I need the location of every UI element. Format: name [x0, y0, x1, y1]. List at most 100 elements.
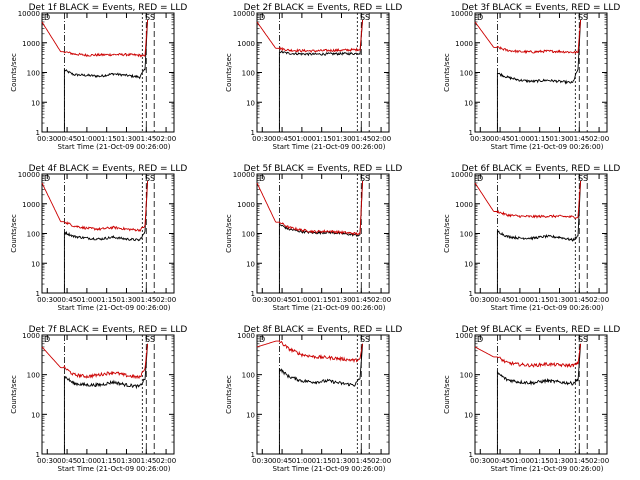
- y-tick-label: 100: [242, 231, 255, 239]
- y-tick-label: 10000: [233, 171, 255, 179]
- y-tick-label: 100: [27, 70, 40, 78]
- x-tick-label: 00:45: [490, 296, 510, 304]
- events-series-line: [63, 19, 149, 132]
- end-mark: SS: [145, 335, 155, 344]
- x-tick-label: 01:30: [116, 296, 136, 304]
- y-tick-label: 10: [246, 260, 255, 268]
- detector-chart-4: Det 4f BLACK = Events, RED = LLD 1 10 100 10…: [10, 164, 187, 312]
- x-tick-label: 00:30: [470, 135, 490, 143]
- x-tick-label: 01:30: [116, 135, 136, 143]
- corner-mark: D: [259, 335, 265, 344]
- y-axis-label: Counts/sec: [225, 214, 233, 253]
- x-tick-label: 02:00: [589, 457, 609, 465]
- x-axis-label: Start Time (21-Oct-09 00:26:00): [491, 143, 604, 151]
- events-series-line: [496, 343, 582, 454]
- events-series-line: [63, 343, 149, 454]
- y-tick-label: 1: [251, 129, 255, 137]
- detector-chart-3: Det 3f BLACK = Events, RED = LLD 1 10 100 10…: [443, 3, 620, 151]
- y-tick-label: 100: [242, 70, 255, 78]
- x-tick-label: 00:30: [252, 135, 272, 143]
- corner-mark: D: [44, 174, 50, 183]
- x-tick-label: 00:45: [490, 457, 510, 465]
- chart-title: Det 7f BLACK = Events, RED = LLD: [29, 325, 188, 335]
- x-tick-label: 02:00: [156, 296, 176, 304]
- y-tick-label: 100: [460, 372, 473, 380]
- events-series-line: [278, 180, 364, 293]
- x-tick-label: 01:15: [530, 135, 550, 143]
- y-tick-label: 1000: [237, 201, 255, 209]
- chart-title: Det 9f BLACK = Events, RED = LLD: [462, 325, 621, 335]
- x-tick-label: 02:00: [589, 296, 609, 304]
- y-tick-label: 10000: [451, 10, 473, 18]
- x-tick-label: 01:45: [136, 135, 156, 143]
- x-tick-label: 01:00: [77, 457, 97, 465]
- x-axis-label: Start Time (21-Oct-09 00:26:00): [273, 143, 386, 151]
- x-tick-label: 01:45: [351, 296, 371, 304]
- y-axis-label: Counts/sec: [443, 375, 451, 414]
- x-tick-label: 01:15: [312, 457, 332, 465]
- x-tick-label: 00:30: [37, 296, 57, 304]
- x-tick-label: 01:45: [569, 296, 589, 304]
- x-tick-label: 01:45: [351, 457, 371, 465]
- x-tick-label: 00:45: [57, 135, 77, 143]
- x-tick-label: 00:45: [272, 135, 292, 143]
- x-tick-label: 00:45: [57, 457, 77, 465]
- x-tick-label: 01:45: [351, 135, 371, 143]
- x-tick-label: 01:00: [292, 296, 312, 304]
- end-mark: SS: [360, 174, 370, 183]
- y-tick-label: 100: [460, 70, 473, 78]
- events-series-line: [278, 343, 364, 454]
- end-mark: SS: [145, 13, 155, 22]
- x-axis-label: Start Time (21-Oct-09 00:26:00): [491, 465, 604, 473]
- y-tick-label: 10000: [18, 171, 40, 179]
- x-tick-label: 01:15: [97, 135, 117, 143]
- x-tick-label: 01:15: [530, 296, 550, 304]
- chart-title: Det 6f BLACK = Events, RED = LLD: [462, 164, 621, 174]
- chart-title: Det 2f BLACK = Events, RED = LLD: [244, 3, 403, 13]
- y-axis-label: Counts/sec: [225, 53, 233, 92]
- end-mark: SS: [578, 335, 588, 344]
- x-tick-label: 01:00: [292, 457, 312, 465]
- y-tick-label: 1000: [455, 332, 473, 340]
- detector-chart-7: Det 7f BLACK = Events, RED = LLD 1 10 100 10…: [10, 325, 187, 473]
- end-mark: SS: [360, 13, 370, 22]
- y-tick-label: 10: [31, 411, 40, 419]
- y-tick-label: 1: [469, 451, 473, 459]
- end-mark: SS: [145, 174, 155, 183]
- y-tick-label: 10: [246, 99, 255, 107]
- x-tick-label: 00:30: [252, 296, 272, 304]
- y-tick-label: 10: [31, 99, 40, 107]
- x-tick-label: 01:30: [331, 296, 351, 304]
- y-tick-label: 1000: [22, 201, 40, 209]
- events-series-line: [496, 180, 582, 293]
- detector-chart-1: Det 1f BLACK = Events, RED = LLD 1 10 100 10…: [10, 3, 187, 151]
- x-tick-label: 00:45: [272, 296, 292, 304]
- y-tick-label: 1: [251, 290, 255, 298]
- x-axis-label: Start Time (21-Oct-09 00:26:00): [58, 304, 171, 312]
- corner-mark: D: [44, 13, 50, 22]
- y-tick-label: 10000: [451, 171, 473, 179]
- corner-mark: D: [477, 13, 483, 22]
- lld-series-line: [474, 343, 582, 369]
- x-tick-label: 01:15: [530, 457, 550, 465]
- detector-chart-6: Det 6f BLACK = Events, RED = LLD 1 10 100 10…: [443, 164, 620, 312]
- chart-title: Det 3f BLACK = Events, RED = LLD: [462, 3, 621, 13]
- lld-series-line: [41, 19, 149, 58]
- y-tick-label: 10: [464, 99, 473, 107]
- x-tick-label: 01:00: [77, 135, 97, 143]
- y-tick-label: 10000: [18, 10, 40, 18]
- y-tick-label: 1000: [22, 332, 40, 340]
- end-mark: SS: [360, 335, 370, 344]
- y-tick-label: 10: [464, 260, 473, 268]
- x-tick-label: 01:45: [569, 457, 589, 465]
- x-tick-label: 01:15: [97, 296, 117, 304]
- y-tick-label: 1: [469, 129, 473, 137]
- y-tick-label: 1: [36, 290, 40, 298]
- x-tick-label: 01:45: [136, 457, 156, 465]
- x-tick-label: 00:30: [470, 296, 490, 304]
- x-tick-label: 01:45: [136, 296, 156, 304]
- y-tick-label: 1: [36, 451, 40, 459]
- chart-title: Det 8f BLACK = Events, RED = LLD: [244, 325, 403, 335]
- corner-mark: D: [44, 335, 50, 344]
